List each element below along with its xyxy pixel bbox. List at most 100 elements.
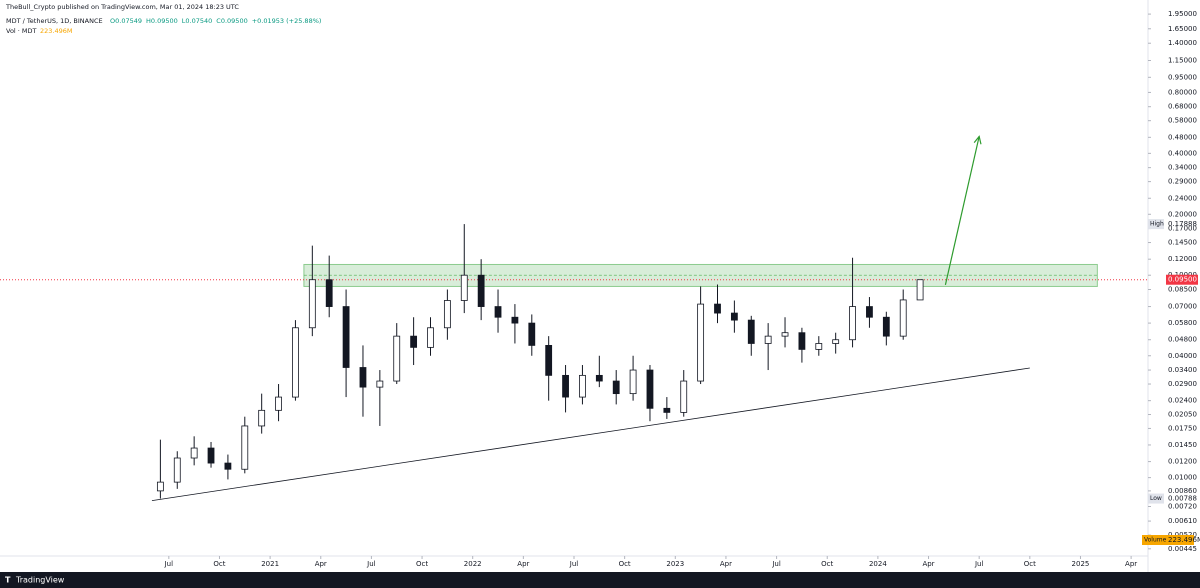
marker-tag	[1148, 493, 1164, 504]
candle-body	[292, 327, 299, 398]
volume-marker-label: 223.496M	[1168, 536, 1200, 544]
brand: TradingView	[15, 576, 65, 585]
y-tick-label: 0.58000	[1168, 117, 1197, 125]
marker-tag	[1148, 219, 1164, 230]
y-tick-label: 0.01200	[1168, 458, 1197, 466]
candle-body	[663, 407, 671, 413]
y-tick-label: 0.95000	[1168, 73, 1197, 81]
y-tick-label: 0.03400	[1168, 366, 1197, 374]
y-tick-label: 0.00610	[1168, 517, 1197, 525]
ohlc-value: L0.07540	[182, 17, 213, 25]
y-tick-label: 0.00860	[1168, 487, 1197, 495]
x-tick-label: Oct	[821, 560, 833, 568]
candle-body	[562, 374, 569, 398]
ohlc-value: O0.07549	[110, 17, 142, 25]
x-tick-label: Oct	[416, 560, 428, 568]
x-tick-label: 2022	[464, 560, 482, 568]
y-tick-label: 0.01750	[1168, 424, 1197, 432]
candle-body	[579, 374, 586, 398]
candle-body	[781, 332, 789, 337]
trendline	[151, 367, 1030, 501]
y-tick-label: 0.04800	[1168, 336, 1197, 344]
x-tick-label: Jul	[771, 560, 781, 568]
volume-tag	[1142, 535, 1194, 545]
x-tick-label: Jul	[366, 560, 376, 568]
candle-body	[680, 380, 688, 413]
y-tick-label: 0.14500	[1168, 239, 1197, 247]
caption: TheBull_Crypto published on TradingView.…	[5, 3, 239, 11]
candle-body	[393, 335, 401, 382]
y-tick-label: 0.00445	[1168, 545, 1197, 553]
volume-value: 223.496M	[40, 27, 73, 35]
y-tick-label: 0.17000	[1168, 225, 1197, 233]
x-tick-label: Oct	[619, 560, 631, 568]
volume-marker-name: Volume	[1144, 537, 1167, 544]
y-tick-label: 0.12000	[1168, 255, 1197, 263]
y-tick-label: 0.34000	[1168, 164, 1197, 172]
last-price-tag	[1166, 274, 1198, 285]
candle-body	[241, 425, 249, 470]
y-tick-label: 0.24000	[1168, 194, 1197, 202]
candle-body	[528, 322, 536, 346]
y-tick-label: 0.48000	[1168, 133, 1197, 141]
y-tick-label: 0.02900	[1168, 380, 1197, 388]
candle-body	[477, 274, 485, 307]
candle-body	[275, 396, 282, 411]
candle-body	[545, 345, 553, 376]
target-arrow	[944, 136, 980, 285]
y-tick-label: 0.29000	[1168, 178, 1197, 186]
candle-body	[798, 332, 806, 350]
candle-body	[629, 369, 637, 395]
candle-body	[410, 335, 418, 348]
candle-body	[815, 343, 823, 350]
marker-name: Low	[1150, 495, 1162, 502]
y-tick-label: 1.40000	[1168, 39, 1197, 47]
marker-label: 0.17888	[1168, 220, 1197, 228]
x-tick-label: Oct	[1024, 560, 1036, 568]
x-tick-label: 2023	[666, 560, 684, 568]
y-tick-label: 0.01450	[1168, 441, 1197, 449]
y-tick-label: 0.08500	[1168, 285, 1197, 293]
y-tick-label: 1.95000	[1168, 10, 1197, 18]
candle-body	[427, 327, 434, 348]
candle-body	[849, 306, 856, 341]
y-tick-label: 0.68000	[1168, 103, 1197, 111]
candle-body	[494, 306, 502, 318]
candle-body	[173, 457, 181, 483]
y-tick-label: 0.20000	[1168, 210, 1197, 218]
x-tick-label: Jul	[164, 560, 174, 568]
candle-body	[511, 316, 519, 324]
candle-body	[156, 481, 164, 492]
candle-body	[764, 335, 772, 344]
candle-body	[612, 380, 620, 395]
ohlc-value: +0.01953 (+25.88%)	[252, 17, 322, 25]
x-tick-label: Apr	[315, 560, 327, 568]
y-tick-label: 1.15000	[1168, 57, 1197, 65]
candle-body	[595, 374, 603, 382]
candle-body	[308, 279, 316, 329]
x-tick-label: 2025	[1072, 560, 1090, 568]
marker-name: High	[1150, 221, 1164, 228]
candle-body	[190, 447, 198, 459]
marker-label: 0.00788	[1168, 495, 1197, 503]
y-tick-label: 0.80000	[1168, 88, 1197, 96]
brand-logo: T	[5, 576, 11, 585]
y-tick-label: 0.00720	[1168, 503, 1197, 511]
candle-body	[916, 279, 924, 301]
y-tick-label: 0.02050	[1168, 411, 1197, 419]
candle-body	[258, 409, 266, 427]
y-tick-label: 0.01000	[1168, 474, 1197, 482]
candle-body	[882, 316, 890, 337]
candle-body	[460, 274, 468, 301]
last-price-label: 0.09500	[1168, 276, 1197, 284]
footer	[0, 572, 1200, 588]
candle-body	[747, 319, 755, 344]
y-tick-label: 0.05800	[1168, 319, 1197, 327]
x-tick-label: Apr	[720, 560, 732, 568]
x-tick-label: Oct	[213, 560, 225, 568]
x-tick-label: Apr	[1125, 560, 1137, 568]
y-tick-label: 1.65000	[1168, 25, 1197, 33]
candle-body	[443, 300, 451, 329]
